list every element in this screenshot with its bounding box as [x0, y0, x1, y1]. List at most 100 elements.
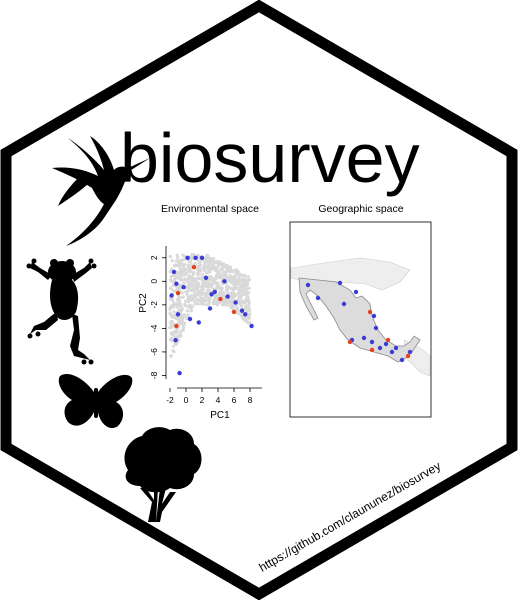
env-point-blue	[185, 255, 190, 260]
env-cloud-point	[175, 253, 179, 257]
env-cloud-point	[186, 313, 190, 317]
env-cloud-point	[169, 286, 173, 290]
env-cloud-point	[199, 302, 203, 306]
env-cloud-point	[201, 297, 205, 301]
env-cloud-point	[184, 290, 188, 294]
env-cloud-point	[236, 282, 240, 286]
env-cloud-point	[181, 325, 186, 329]
env-cloud-point	[204, 294, 208, 298]
env-cloud-point	[221, 301, 225, 305]
environmental-plot: Environmental space -2 0 2 4 6 8 2 0 -2 -4 -6 -8 P…	[138, 203, 262, 421]
geo-point-red	[385, 337, 391, 343]
geo-point-blue	[315, 295, 321, 301]
env-cloud-point	[169, 354, 173, 358]
env-cloud-point	[229, 279, 233, 283]
env-cloud-point	[172, 301, 176, 305]
env-cloud-point	[229, 295, 233, 299]
env-cloud-point	[208, 270, 212, 274]
env-cloud-point	[203, 263, 207, 267]
env-cloud-point	[177, 260, 182, 264]
env-cloud-point	[172, 350, 176, 354]
env-cloud-point	[230, 269, 234, 273]
env-cloud-point	[233, 268, 238, 272]
env-cloud-point	[206, 280, 210, 284]
geo-point-blue	[371, 313, 377, 319]
env-cloud-point	[245, 280, 249, 284]
geo-point-blue	[393, 345, 399, 351]
env-cloud-point	[175, 317, 179, 321]
env-cloud-point	[220, 276, 224, 280]
env-cloud-point	[217, 270, 221, 274]
env-cloud-point	[234, 272, 238, 276]
env-point-red	[175, 290, 181, 296]
env-cloud-point	[168, 270, 172, 274]
env-point-blue	[207, 306, 213, 311]
env-cloud-point	[178, 275, 182, 279]
env-cloud-point	[237, 288, 242, 293]
env-cloud-point	[231, 288, 235, 292]
env-y-tick-label: -8	[149, 371, 159, 379]
env-cloud-point	[177, 262, 181, 267]
env-cloud-point	[168, 305, 172, 309]
env-cloud-point	[228, 301, 232, 305]
env-cloud-point	[181, 315, 185, 319]
env-cloud-point	[211, 302, 215, 306]
env-cloud-point	[190, 253, 194, 257]
env-cloud-point	[184, 267, 188, 271]
env-cloud-point	[216, 281, 220, 285]
env-cloud-point	[247, 314, 251, 318]
env-cloud-point	[228, 270, 232, 274]
geo-point-red	[367, 309, 373, 315]
geo-point-blue	[341, 301, 347, 307]
geo-point-blue	[305, 282, 311, 288]
env-cloud-point	[248, 308, 252, 312]
env-cloud-point	[239, 314, 243, 318]
env-cloud-point	[226, 288, 230, 292]
env-cloud-point	[175, 286, 179, 290]
env-cloud-point	[200, 293, 204, 297]
env-plot-title: Environmental space	[161, 203, 259, 215]
env-cloud-point	[173, 274, 177, 278]
env-cloud-point	[246, 275, 250, 279]
env-cloud-point	[190, 283, 194, 288]
env-cloud-point	[178, 334, 182, 339]
env-cloud-point	[197, 261, 201, 265]
env-x-tick-label: 0	[184, 395, 189, 405]
env-y-tick-label: -2	[149, 301, 159, 309]
geo-point-red	[405, 353, 411, 359]
env-cloud-point	[208, 266, 213, 270]
env-cloud-point	[171, 288, 175, 292]
env-cloud-point	[207, 296, 211, 300]
env-cloud-point	[224, 270, 228, 274]
env-cloud-point	[173, 263, 177, 267]
env-cloud-point	[177, 283, 182, 288]
env-cloud-point	[241, 284, 245, 289]
env-cloud-point	[192, 289, 196, 293]
env-x-ticks: -2 0 2 4 6 8	[166, 388, 253, 405]
env-cloud-point	[176, 256, 180, 260]
env-cloud-point	[229, 306, 233, 310]
env-cloud-point	[187, 295, 191, 299]
env-point-blue	[249, 323, 254, 329]
env-cloud-point	[207, 289, 211, 293]
env-cloud-point	[212, 297, 216, 301]
env-cloud-point	[221, 293, 225, 297]
env-cloud-point	[232, 278, 236, 282]
geo-point-blue	[399, 357, 405, 363]
env-x-tick-label: 4	[216, 395, 221, 405]
geo-point-blue	[383, 341, 389, 347]
env-cloud-point	[225, 303, 229, 307]
env-cloud-point	[218, 290, 222, 295]
geo-point-blue	[389, 349, 395, 355]
env-point-blue	[187, 316, 193, 322]
env-point-red	[231, 309, 237, 315]
env-cloud-point	[221, 270, 225, 274]
env-point-blue	[177, 370, 182, 376]
env-cloud-point	[192, 271, 196, 275]
env-cloud-point	[178, 330, 182, 334]
env-point-red	[174, 323, 179, 329]
env-cloud-point	[244, 278, 248, 282]
env-cloud-point	[206, 299, 210, 303]
env-cloud-point	[169, 336, 173, 340]
env-point-blue	[173, 338, 178, 343]
